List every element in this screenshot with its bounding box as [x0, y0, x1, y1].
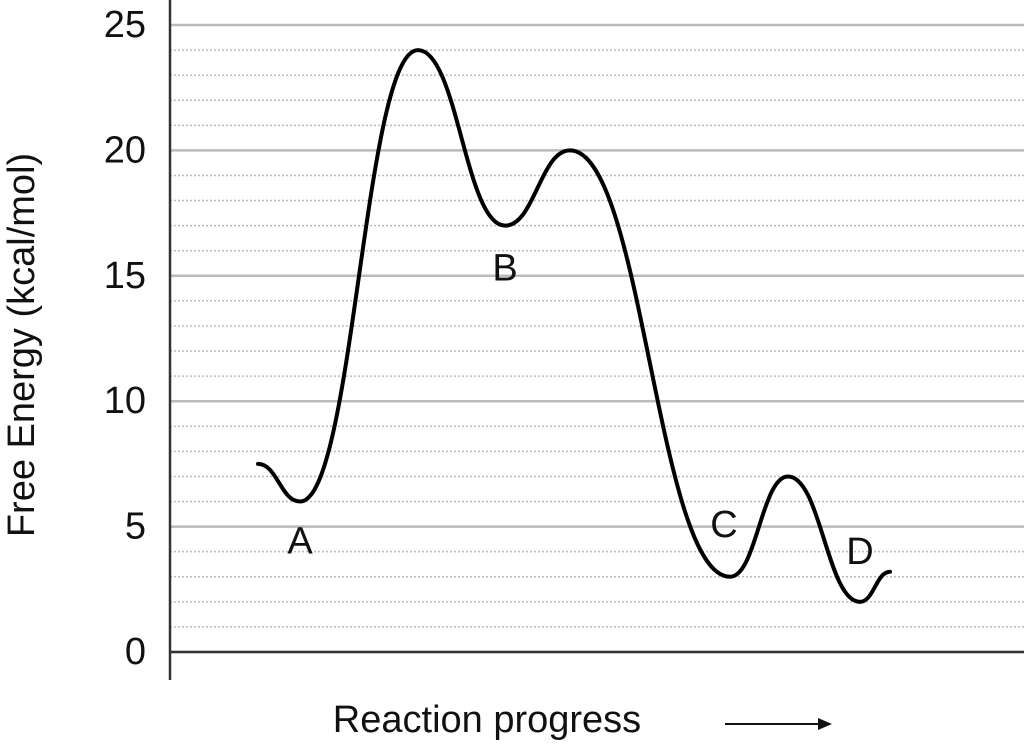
y-tick-label: 10 — [104, 380, 146, 422]
y-axis-label: Free Energy (kcal/mol) — [1, 153, 43, 537]
y-tick-label: 15 — [104, 255, 146, 297]
y-tick-label: 25 — [104, 4, 146, 46]
y-tick-label: 20 — [104, 129, 146, 171]
state-label: A — [287, 521, 313, 563]
progress-arrow — [725, 718, 832, 730]
y-tick-label: 0 — [125, 631, 146, 673]
y-tick-label: 5 — [125, 506, 146, 548]
x-axis-label: Reaction progress — [333, 699, 641, 741]
state-label: D — [846, 531, 873, 573]
state-label: C — [710, 504, 737, 546]
energy-curve — [256, 48, 892, 604]
state-label: B — [492, 248, 517, 290]
